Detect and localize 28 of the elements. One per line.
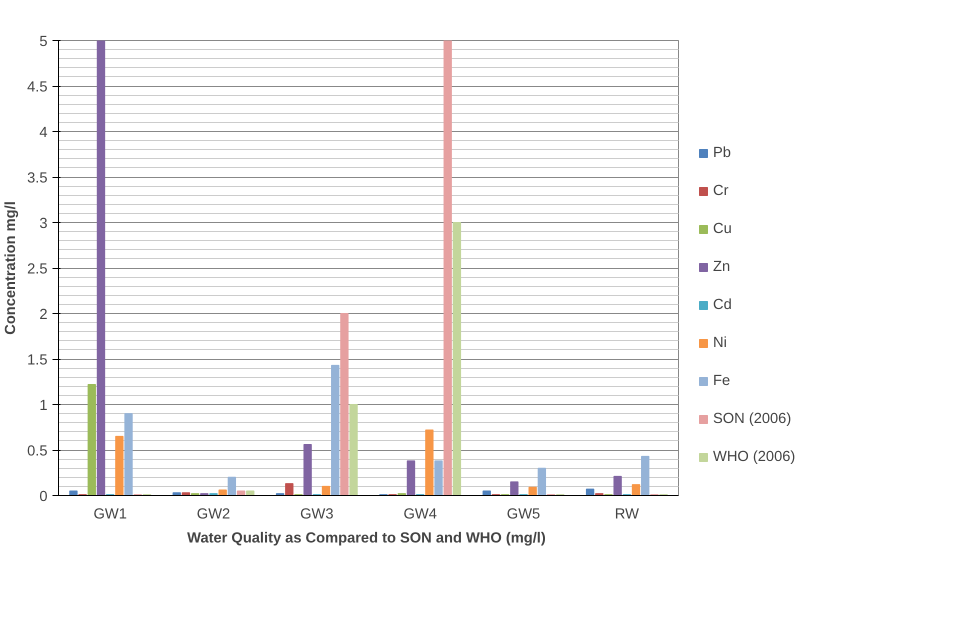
y-tick-label: 1 [39, 398, 48, 414]
y-axis-title: Concentration mg/l [3, 201, 20, 335]
y-tick-label: 5 [39, 34, 48, 50]
legend-label: Cr [713, 183, 730, 199]
x-tick-label: RW [614, 506, 640, 522]
x-tick-label: GW1 [93, 506, 127, 522]
x-tick-label: GW2 [196, 506, 230, 522]
y-tick-label: 0 [39, 489, 48, 505]
x-tick-label: GW4 [403, 506, 437, 522]
legend-label: Ni [713, 335, 728, 351]
legend-label: Pb [713, 145, 732, 161]
x-tick-label: GW3 [300, 506, 334, 522]
x-axis-title: Water Quality as Compared to SON and WHO (mg/l) [187, 530, 546, 546]
legend-label: SON (2006) [713, 411, 792, 427]
y-tick-label: 3.5 [27, 170, 48, 186]
y-tick-label: 3 [39, 216, 48, 232]
legend-label: Fe [713, 373, 732, 389]
x-tick-label: GW5 [506, 506, 540, 522]
legend-label: Cu [713, 221, 733, 237]
y-tick-label: 2.5 [27, 262, 48, 278]
y-tick-label: 2 [39, 307, 48, 323]
y-tick-label: 0.5 [27, 444, 48, 460]
legend-label: Cd [713, 297, 733, 313]
legend-label: Zn [713, 259, 732, 275]
y-tick-label: 4.5 [27, 80, 48, 96]
legend-label: WHO (2006) [713, 449, 796, 465]
y-tick-label: 1.5 [27, 352, 48, 368]
y-tick-label: 4 [39, 125, 48, 141]
